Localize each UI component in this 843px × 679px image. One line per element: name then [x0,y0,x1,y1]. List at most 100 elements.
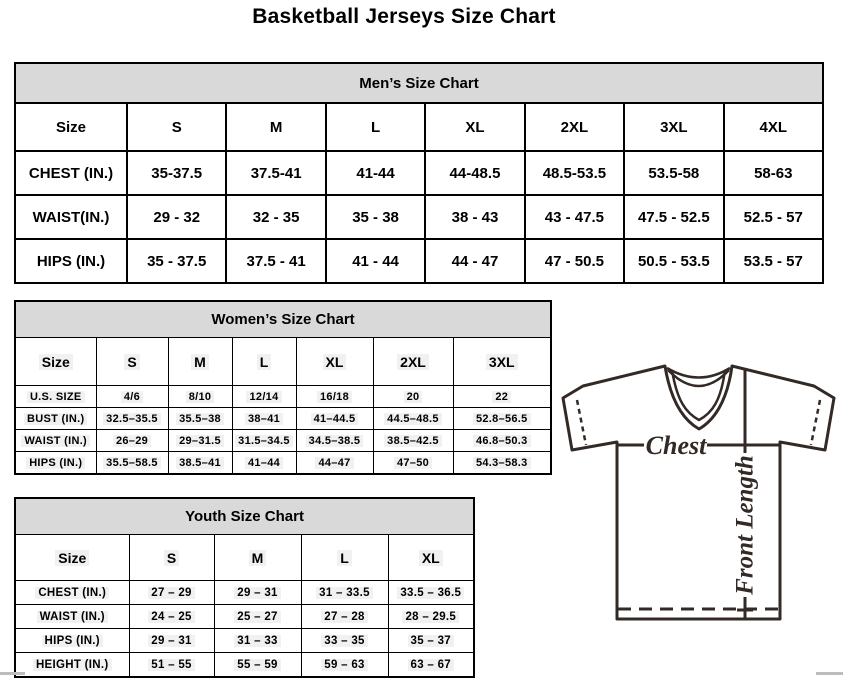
mens-value-cell: 41-44 [324,150,427,196]
womens-measurement-row: BUST (IN.) 32.5–35.5 35.5–38 38–41 41–44.5 44… [14,407,552,430]
womens-size-col-xl: XL [295,337,374,386]
mens-value-cell-text: 38 - 43 [451,208,499,226]
mens-value-cell: 53.5 - 57 [722,238,825,284]
mens-value-cell: 37.5-41 [225,150,327,196]
youth-measurement-row: WAIST (IN.) 24 – 25 25 – 27 27 – 28 28 – 29.… [14,604,475,629]
womens-value-cell: 44.5–48.5 [372,407,454,430]
womens-size-label-text: Size [38,353,73,370]
horizontal-scrollbar-fragment-left[interactable] [0,672,25,675]
mens-size-label-text: Size [55,118,86,136]
mens-value-cell-text: 47.5 - 52.5 [637,208,710,226]
mens-size-col-m: M [225,102,327,152]
womens-value-cell: 52.8–56.5 [452,407,552,430]
womens-size-col-s-text: S [124,353,140,370]
womens-measurement-row: U.S. SIZE 4/6 8/10 12/14 16/18 20 22 [14,385,552,408]
womens-value-cell-text: 52.8–56.5 [472,412,531,425]
youth-value-cell-text: 63 – 67 [407,658,455,671]
youth-value-cell-text: 35 – 37 [407,634,455,647]
mens-row-label-text: CHEST (IN.) [28,164,114,182]
mens-size-col-2xl-text: 2XL [560,118,589,136]
womens-value-cell-text: 41–44 [244,456,284,469]
youth-size-col-xl-text: XL [418,549,443,566]
youth-value-cell-text: 55 – 59 [234,658,281,671]
youth-size-col-s-text: S [163,549,180,566]
mens-value-cell: 58-63 [722,150,825,196]
womens-value-cell-text: 4/6 [120,390,144,403]
womens-size-col-3xl-text: 3XL [485,353,518,370]
womens-size-col-2xl-text: 2XL [397,353,429,370]
youth-size-col-l-text: L [337,549,352,566]
youth-value-cell: 35 – 37 [387,628,475,653]
mens-value-cell: 44-48.5 [424,150,526,196]
womens-size-row: Size S M L XL 2XL 3XL [14,337,552,386]
mens-row-label: HIPS (IN.) [14,238,128,284]
womens-size-col-3xl: 3XL [452,337,552,386]
youth-value-cell-text: 25 – 27 [234,610,281,623]
womens-value-cell: 35.5–58.5 [95,451,169,475]
youth-value-cell: 29 – 31 [128,628,215,653]
womens-size-col-s: S [95,337,169,386]
youth-value-cell: 55 – 59 [213,652,302,678]
womens-value-cell-text: 46.8–50.3 [472,434,531,447]
womens-value-cell-text: 44–47 [315,456,354,469]
mens-measurement-row: CHEST (IN.) 35-37.5 37.5-41 41-44 44-48.5 48.… [14,150,825,196]
mens-value-cell: 53.5-58 [623,150,725,196]
mens-size-col-m-text: M [269,118,283,136]
mens-size-col-xl: XL [424,102,526,152]
womens-chart-title: Women’s Size Chart [14,300,552,338]
youth-row-label-text: HIPS (IN.) [41,634,103,647]
youth-row-label-text: WAIST (IN.) [36,610,108,623]
right-cuff-dashed-line [809,399,822,446]
womens-value-cell-text: 26–29 [112,434,152,447]
mens-value-cell-text: 37.5 - 41 [246,252,306,270]
womens-value-cell: 38–41 [231,407,297,430]
mens-value-cell-text: 50.5 - 53.5 [637,252,710,270]
mens-size-col-s-text: S [171,118,182,136]
youth-size-col-m-text: M [248,549,267,566]
mens-value-cell: 35 - 37.5 [125,238,228,284]
youth-row-label: CHEST (IN.) [14,580,130,605]
mens-value-cell-text: 44 - 47 [451,252,499,270]
youth-measurement-row: HEIGHT (IN.) 51 – 55 55 – 59 59 – 63 63 – 67 [14,652,475,678]
womens-row-label-text: BUST (IN.) [24,412,88,425]
mens-row-label-text: HIPS (IN.) [36,252,106,270]
womens-value-cell-text: 47–50 [393,456,433,469]
womens-value-cell-text: 38.5–41 [176,456,224,469]
womens-value-cell-text: 32.5–35.5 [103,412,161,425]
womens-value-cell: 35.5–38 [167,407,233,430]
youth-value-cell-text: 51 – 55 [148,658,195,671]
mens-value-cell-text: 48.5-53.5 [542,164,607,182]
womens-value-cell: 31.5–34.5 [231,429,297,452]
womens-value-cell: 8/10 [167,385,233,408]
womens-value-cell-text: 44.5–48.5 [384,412,442,425]
youth-value-cell-text: 29 – 31 [234,586,281,599]
youth-value-cell: 25 – 27 [213,604,302,629]
mens-value-cell-text: 35 - 37.5 [147,252,207,270]
womens-row-label: U.S. SIZE [14,385,97,408]
mens-value-cell: 29 - 32 [125,194,228,240]
womens-value-cell-text: 16/18 [316,390,353,403]
womens-value-cell: 22 [452,385,552,408]
womens-value-cell: 4/6 [95,385,169,408]
youth-size-row: Size S M L XL [14,534,475,581]
mens-value-cell-text: 47 - 50.5 [544,252,604,270]
youth-measurement-row: HIPS (IN.) 29 – 31 31 – 33 33 – 35 35 – 37 [14,628,475,653]
mens-size-row: Size S M L XL 2XL 3XL 4XL [14,102,825,152]
womens-value-cell: 47–50 [372,451,454,475]
womens-size-col-l: L [231,337,297,386]
womens-value-cell: 46.8–50.3 [452,429,552,452]
womens-row-label-text: WAIST (IN.) [21,434,91,447]
mens-size-col-4xl: 4XL [722,102,825,152]
mens-value-cell-text: 53.5 - 57 [743,252,803,270]
womens-value-cell-text: 34.5–38.5 [305,434,364,447]
womens-value-cell: 34.5–38.5 [295,429,374,452]
youth-chart-title: Youth Size Chart [14,497,475,535]
womens-chart-header-row: Women’s Size Chart [14,300,552,338]
horizontal-scrollbar-fragment-right[interactable] [816,672,843,675]
youth-value-cell-text: 31 – 33 [234,634,281,647]
chest-label: Chest [646,431,707,460]
mens-value-cell: 48.5-53.5 [523,150,626,196]
youth-size-label-text: Size [55,549,90,566]
youth-chart-header-row: Youth Size Chart [14,497,475,535]
womens-value-cell-text: 41–44.5 [310,412,359,425]
